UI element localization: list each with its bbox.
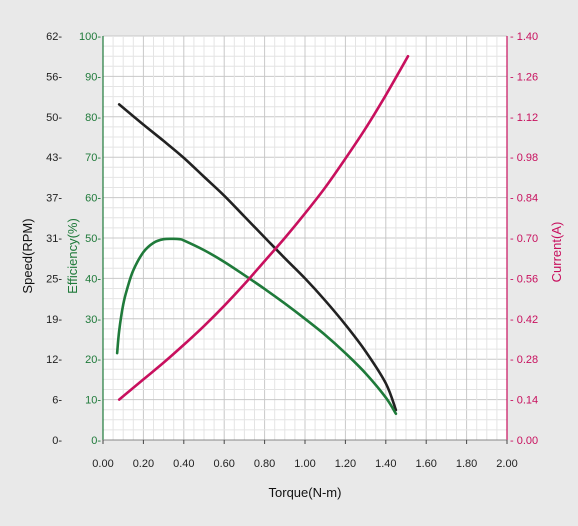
efficiency-tick-label: 20-: [85, 354, 101, 366]
speed-tick-label: 56-: [46, 71, 62, 83]
current-tick-label: - 0.70: [510, 233, 538, 245]
efficiency-tick-label: 50-: [85, 233, 101, 245]
current-series-line: [117, 54, 410, 401]
x-tick-label: 0.80: [254, 458, 275, 470]
efficiency-tick-label: 70-: [85, 152, 101, 164]
speed-tick-label: 62-: [46, 31, 62, 43]
speed-axis-label: Speed(RPM): [20, 218, 35, 293]
x-tick-label: 1.60: [415, 458, 436, 470]
efficiency-tick-label: 10-: [85, 395, 101, 407]
current-tick-label: - 0.14: [510, 395, 538, 407]
current-tick-label: - 1.12: [510, 112, 538, 124]
efficiency-tick-label: 90-: [85, 71, 101, 83]
efficiency-tick-label: 80-: [85, 112, 101, 124]
speed-tick-label: 50-: [46, 112, 62, 124]
speed-tick-label: 12-: [46, 354, 62, 366]
speed-tick-label: 19-: [46, 314, 62, 326]
efficiency-tick-label: 60-: [85, 193, 101, 205]
x-tick-label: 1.00: [294, 458, 315, 470]
x-tick-label: 0.60: [213, 458, 234, 470]
efficiency-tick-label: 30-: [85, 314, 101, 326]
efficiency-series-line: [115, 237, 398, 416]
current-tick-label: - 0.98: [510, 152, 538, 164]
x-tick-label: 0.00: [92, 458, 113, 470]
speed-tick-label: 37-: [46, 193, 62, 205]
x-axis-label: Torque(N-m): [269, 485, 342, 500]
series-group: [115, 54, 410, 416]
current-tick-label: - 0.42: [510, 314, 538, 326]
axes: [102, 36, 508, 444]
efficiency-tick-label: 100-: [79, 31, 101, 43]
x-tick-label: 0.20: [133, 458, 154, 470]
current-tick-label: - 1.26: [510, 71, 538, 83]
current-axis-label: Current(A): [549, 222, 564, 283]
current-tick-label: - 0.56: [510, 273, 538, 285]
speed-series-line: [117, 103, 398, 412]
current-tick-label: - 0.84: [510, 193, 538, 205]
efficiency-tick-label: 40-: [85, 273, 101, 285]
efficiency-axis-label: Efficiency(%): [65, 218, 80, 294]
x-tick-label: 2.00: [496, 458, 517, 470]
tick-labels: 0.00 0.20 0.40 0.60 0.80 1.00 1.20 1.40 1.60 1.80…: [46, 31, 538, 470]
current-tick-label: - 0.28: [510, 354, 538, 366]
x-tick-label: 1.80: [456, 458, 477, 470]
speed-tick-label: 25-: [46, 273, 62, 285]
speed-tick-label: 0-: [52, 435, 62, 447]
speed-tick-label: 6-: [52, 395, 62, 407]
current-tick-label: - 1.40: [510, 31, 538, 43]
x-tick-label: 1.20: [335, 458, 356, 470]
speed-tick-label: 31-: [46, 233, 62, 245]
current-tick-label: - 0.00: [510, 435, 538, 447]
efficiency-tick-label: 0-: [91, 435, 101, 447]
speed-tick-label: 43-: [46, 152, 62, 164]
x-tick-label: 1.40: [375, 458, 396, 470]
x-tick-label: 0.40: [173, 458, 194, 470]
